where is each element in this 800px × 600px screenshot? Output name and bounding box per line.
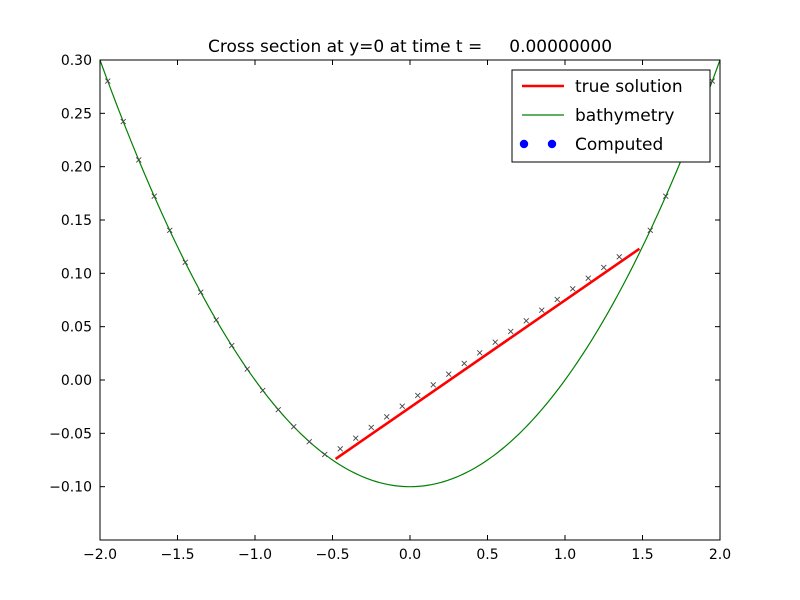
computed-point (709, 78, 716, 84)
chart-title: Cross section at y=0 at time t = 0.00000… (208, 37, 612, 57)
y-tick-label: 0.20 (61, 160, 92, 176)
legend-label-computed: Computed (575, 135, 663, 155)
x-tick-label: −1.5 (161, 547, 195, 563)
computed-point (616, 253, 623, 260)
computed-point (259, 387, 266, 394)
legend-swatch-computed (519, 139, 529, 149)
computed-point (461, 360, 468, 367)
computed-point (104, 78, 111, 84)
x-tick-label: 1.0 (554, 547, 576, 563)
computed-point (445, 371, 452, 377)
y-tick-label: 0.30 (61, 53, 92, 69)
computed-point (120, 118, 127, 125)
computed-point (492, 339, 499, 345)
computed-point (321, 451, 328, 458)
series-bathymetry-line (100, 60, 720, 488)
computed-point (228, 342, 235, 349)
computed-point (414, 392, 421, 399)
computed-point (135, 157, 142, 163)
x-tick-label: 1.5 (631, 547, 653, 563)
computed-point (569, 285, 576, 292)
series-true-solution-line (334, 247, 641, 461)
computed-point (585, 275, 592, 281)
computed-point (538, 307, 545, 313)
computed-point (523, 317, 530, 324)
y-tick-label: 0.15 (61, 213, 92, 229)
x-tick-label: 2.0 (709, 547, 731, 563)
computed-point (507, 328, 514, 335)
legend-label-bathymetry: bathymetry (575, 106, 674, 126)
legend: true solution bathymetry Computed (511, 69, 711, 163)
computed-point (430, 381, 437, 388)
y-tick-label: −0.05 (49, 426, 92, 442)
computed-point (476, 349, 483, 356)
computed-point (662, 193, 669, 200)
y-tick-label: 0.10 (61, 266, 92, 282)
y-tick-label: 0.00 (61, 373, 92, 389)
computed-point (399, 403, 406, 409)
computed-point (647, 227, 654, 234)
x-tick-label: −2.0 (83, 547, 117, 563)
legend-swatch-computed (547, 139, 557, 149)
computed-point (600, 264, 607, 271)
x-tick-label: 0.5 (476, 547, 498, 563)
computed-point (306, 438, 313, 445)
computed-point (290, 423, 297, 430)
computed-point (275, 406, 282, 413)
computed-point (151, 193, 158, 200)
computed-point (197, 289, 204, 296)
computed-point (182, 259, 189, 266)
computed-point (244, 366, 251, 372)
computed-point (554, 296, 561, 303)
y-tick-label: 0.25 (61, 106, 92, 122)
x-tick-label: −0.5 (316, 547, 350, 563)
computed-point (352, 435, 359, 441)
legend-label-true-solution: true solution (575, 77, 683, 97)
computed-point (213, 317, 220, 323)
computed-point (166, 227, 173, 234)
x-tick-label: −1.0 (238, 547, 272, 563)
computed-point (337, 445, 344, 452)
x-tick-label: 0.0 (399, 547, 421, 563)
computed-point (368, 424, 375, 431)
y-tick-label: −0.10 (49, 480, 92, 496)
computed-point (383, 413, 390, 420)
y-tick-label: 0.05 (61, 320, 92, 336)
